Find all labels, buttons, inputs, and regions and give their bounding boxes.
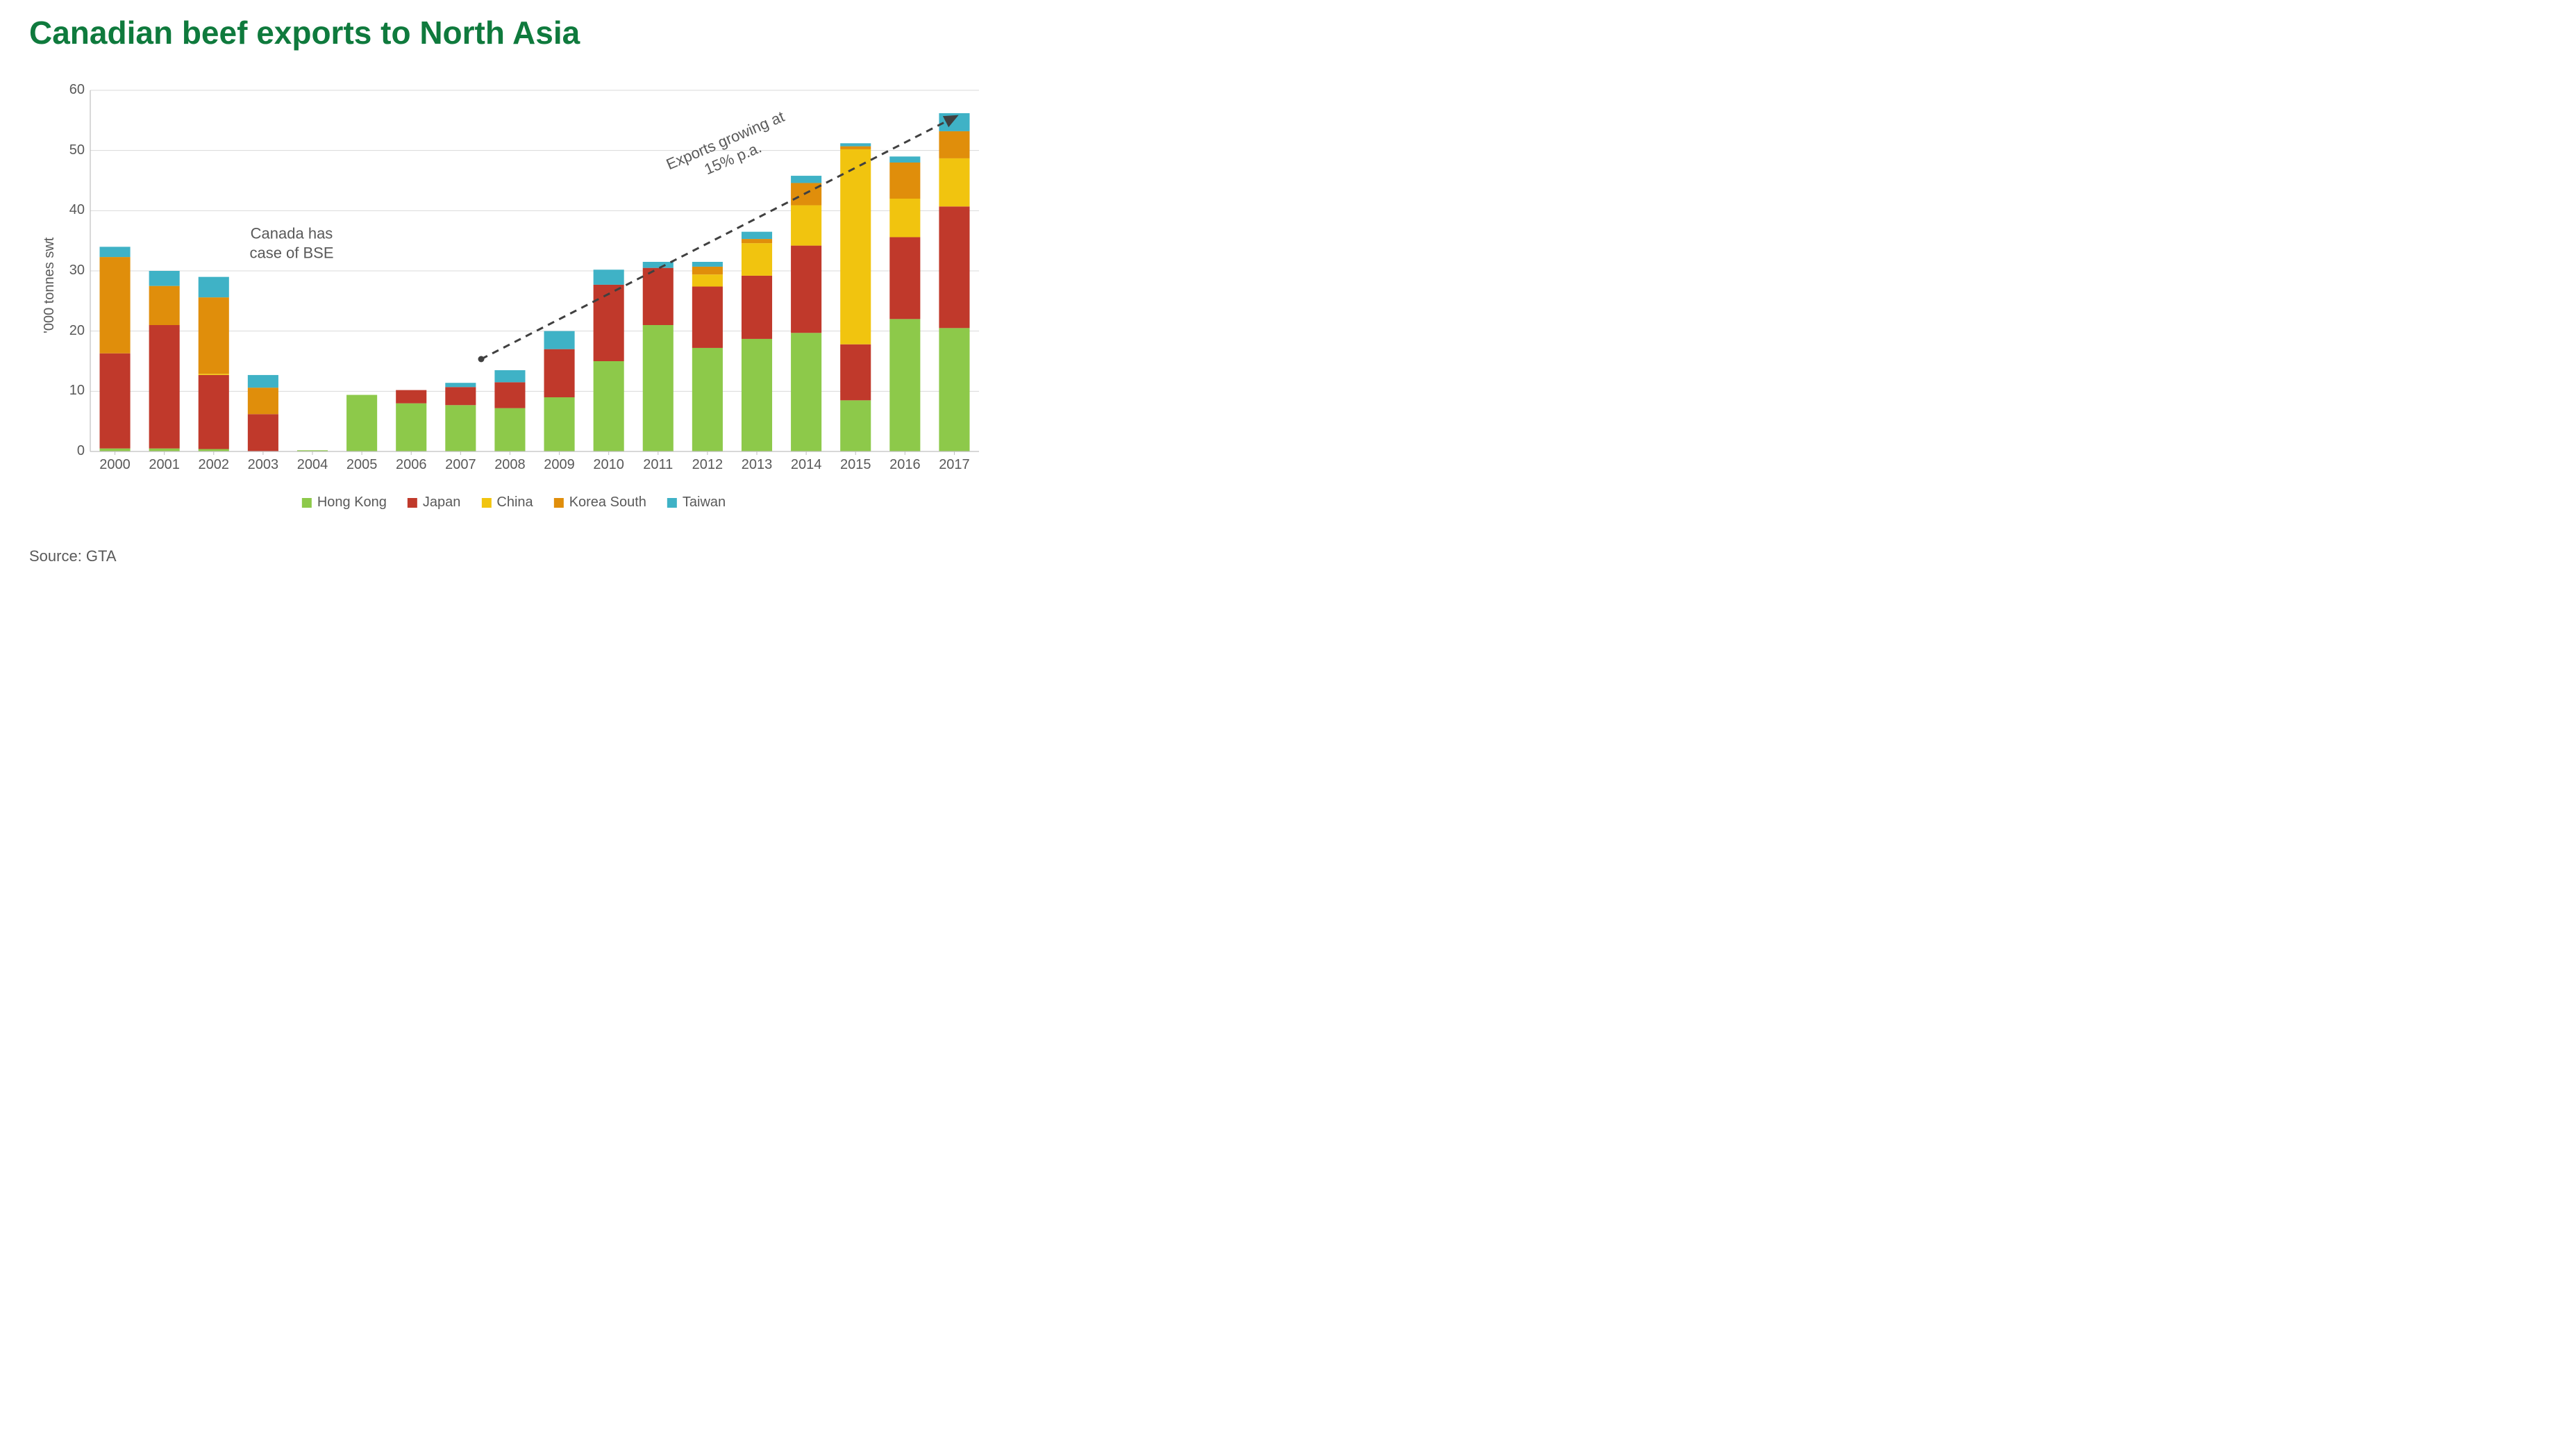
legend-swatch (302, 498, 312, 508)
x-tick-label: 2013 (742, 457, 773, 473)
x-tick-label: 2012 (692, 457, 724, 473)
x-tick-label: 2005 (346, 457, 378, 473)
slide: Canadian beef exports to North Asia '000… (0, 0, 1028, 578)
x-tick-label: 2002 (199, 457, 230, 473)
x-tick-label: 2004 (297, 457, 328, 473)
x-tick-label: 2009 (544, 457, 575, 473)
x-tick-label: 2011 (643, 457, 673, 473)
legend-item: Hong Kong (302, 495, 387, 511)
legend-label: Korea South (569, 495, 646, 511)
x-tick-label: 2017 (939, 457, 970, 473)
x-tick-label: 2008 (494, 457, 526, 473)
x-tick-label: 2010 (593, 457, 624, 473)
x-tick-label: 2016 (889, 457, 921, 473)
legend-label: Japan (423, 495, 461, 511)
legend-item: Korea South (554, 495, 646, 511)
legend-label: Taiwan (683, 495, 726, 511)
x-tick-label: 2003 (248, 457, 279, 473)
legend-swatch (481, 498, 491, 508)
legend-swatch (554, 498, 564, 508)
legend: Hong Kong Japan China Korea South Taiwan (302, 495, 726, 511)
legend-item: China (481, 495, 533, 511)
source-label: Source: GTA (29, 547, 117, 565)
legend-label: Hong Kong (317, 495, 387, 511)
annotation-bse: Canada hascase of BSE (249, 224, 333, 263)
legend-swatch (667, 498, 677, 508)
x-tick-label: 2007 (445, 457, 476, 473)
legend-item: Japan (408, 495, 461, 511)
chart-area: '000 tonnes swt 0102030405060 2000200120… (42, 83, 986, 528)
x-tick-label: 2015 (840, 457, 871, 473)
x-tick-label: 2001 (149, 457, 180, 473)
legend-label: China (496, 495, 533, 511)
chart-title: Canadian beef exports to North Asia (29, 14, 580, 51)
x-tick-label: 2014 (791, 457, 822, 473)
legend-swatch (408, 498, 417, 508)
x-tick-label: 2006 (396, 457, 427, 473)
legend-item: Taiwan (667, 495, 726, 511)
x-tick-label: 2000 (99, 457, 131, 473)
